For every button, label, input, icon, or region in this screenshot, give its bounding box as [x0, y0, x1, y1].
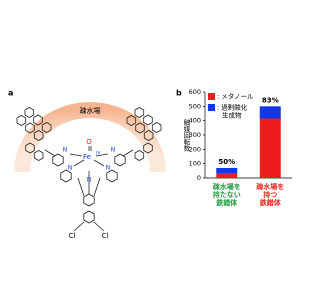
ring — [41, 122, 52, 133]
ring — [134, 107, 145, 118]
ring — [60, 169, 72, 183]
n-label: N — [111, 147, 116, 154]
category-label: 疎水場を持たない鉄錯体 — [213, 182, 241, 207]
molecule — [16, 107, 162, 232]
y-axis-label: 触媒回転数 — [182, 117, 190, 152]
figure: a b 疎水場 O Fe IV N N N N N Cl Cl 触媒回転数 0 1… — [8, 88, 292, 240]
n-label: N — [68, 165, 73, 172]
ring — [135, 122, 145, 134]
bar-segment — [259, 106, 281, 119]
annotation: 50% — [218, 158, 235, 166]
y-tick-label: 400 — [189, 117, 201, 125]
legend-label: : メタノール — [217, 92, 254, 101]
bar-segment — [216, 167, 238, 173]
ring — [25, 122, 35, 134]
ring — [151, 122, 162, 133]
ring — [134, 150, 145, 161]
ring — [126, 115, 137, 126]
ring — [83, 210, 95, 224]
hydrophobic-field — [14, 102, 166, 172]
panel-label: a — [8, 89, 13, 98]
field-label: 疎水場 — [80, 106, 101, 115]
bond — [44, 146, 134, 232]
ring — [33, 130, 44, 141]
y-tick-label: 0 — [197, 174, 201, 182]
ring — [83, 193, 95, 207]
ring — [24, 107, 35, 118]
cl-label: Cl — [102, 232, 109, 240]
category-label: 疎水場を持つ鉄錯体 — [256, 182, 284, 207]
panel-label: b — [176, 89, 182, 98]
oxidation-state: IV — [96, 151, 101, 157]
y-tick-label: 600 — [189, 88, 201, 96]
ring — [143, 114, 153, 126]
legend-swatch — [208, 93, 215, 100]
n-label: N — [106, 165, 111, 172]
ring — [52, 153, 64, 167]
ring — [33, 114, 43, 126]
y-tick-label: 200 — [189, 145, 201, 153]
ring — [33, 150, 44, 161]
ring — [143, 130, 154, 141]
n-label: N — [63, 147, 68, 154]
cl-label: Cl — [69, 232, 76, 240]
y-tick-label: 500 — [189, 102, 201, 110]
legend-swatch — [208, 104, 215, 111]
y-tick-label: 100 — [189, 160, 201, 168]
legend-label: : 過剰酸化生成物 — [217, 103, 248, 120]
bar-segment — [216, 172, 238, 178]
ring — [114, 153, 126, 167]
ring — [143, 142, 153, 154]
ring — [16, 115, 27, 126]
n-label: N — [87, 177, 92, 184]
metal-label: Fe — [83, 153, 91, 161]
ring — [25, 142, 35, 154]
ring — [106, 169, 118, 183]
y-tick-label: 300 — [189, 131, 201, 139]
bar-segment — [259, 118, 281, 178]
annotation: 83% — [262, 96, 279, 104]
oxo-label: O — [86, 138, 92, 146]
